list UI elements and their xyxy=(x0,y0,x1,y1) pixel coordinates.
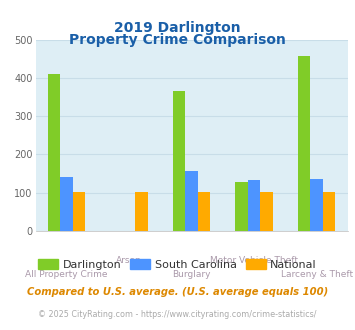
Bar xyxy=(173,91,185,231)
Text: Motor Vehicle Theft: Motor Vehicle Theft xyxy=(210,256,298,265)
Bar xyxy=(73,192,86,231)
Bar xyxy=(298,56,310,231)
Bar xyxy=(310,179,323,231)
Text: All Property Crime: All Property Crime xyxy=(26,270,108,279)
Text: Compared to U.S. average. (U.S. average equals 100): Compared to U.S. average. (U.S. average … xyxy=(27,287,328,297)
Text: Arson: Arson xyxy=(116,256,142,265)
Bar xyxy=(261,192,273,231)
Bar xyxy=(136,192,148,231)
Text: Property Crime Comparison: Property Crime Comparison xyxy=(69,33,286,47)
Text: Larceny & Theft: Larceny & Theft xyxy=(280,270,353,279)
Text: 2019 Darlington: 2019 Darlington xyxy=(114,21,241,35)
Bar xyxy=(185,171,198,231)
Text: Burglary: Burglary xyxy=(173,270,211,279)
Bar xyxy=(235,182,248,231)
Text: © 2025 CityRating.com - https://www.cityrating.com/crime-statistics/: © 2025 CityRating.com - https://www.city… xyxy=(38,310,317,319)
Bar xyxy=(48,74,60,231)
Bar xyxy=(323,192,335,231)
Bar xyxy=(248,180,261,231)
Bar xyxy=(60,177,73,231)
Bar xyxy=(198,192,211,231)
Legend: Darlington, South Carolina, National: Darlington, South Carolina, National xyxy=(34,255,321,274)
